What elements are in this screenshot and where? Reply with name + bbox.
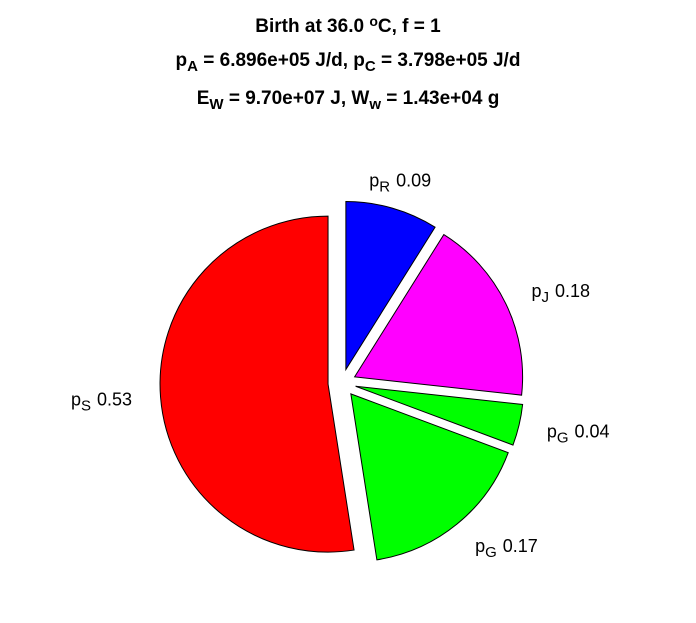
- chart-title: pA = 6.896e+05 J/d, pC = 3.798e+05 J/d: [176, 50, 521, 75]
- title-run: E: [197, 88, 210, 109]
- slice-label: pG 0.17: [475, 536, 538, 561]
- title-run: = 1.43e+04 g: [381, 88, 499, 109]
- chart-title: EW = 9.70e+07 J, Ww = 1.43e+04 g: [197, 88, 500, 113]
- label-sub: R: [379, 178, 390, 195]
- label-base: p: [532, 281, 542, 301]
- pie-slice: [159, 215, 355, 553]
- title-run: = 3.798e+05 J/d: [376, 50, 521, 71]
- title-run: o: [369, 13, 378, 29]
- label-base: p: [369, 171, 379, 191]
- chart-title: Birth at 36.0 oC, f = 1: [255, 13, 441, 37]
- label-sub: S: [81, 397, 91, 414]
- label-base: p: [475, 536, 485, 556]
- label-value: 0.18: [555, 281, 590, 301]
- title-run: W: [209, 96, 224, 113]
- pie-slice: [350, 393, 509, 561]
- label-value: 0.17: [503, 536, 538, 556]
- title-run: = 6.896e+05 J/d, p: [198, 50, 365, 71]
- title-run: C: [365, 58, 376, 75]
- title-run: = 9.70e+07 J, W: [224, 88, 370, 109]
- label-sub: J: [542, 289, 550, 306]
- slice-label: pS 0.53: [71, 389, 132, 414]
- label-base: p: [547, 422, 557, 442]
- slice-label: pJ 0.18: [532, 281, 591, 306]
- slice-label: pG 0.04: [547, 422, 610, 447]
- pie-slice: [355, 385, 524, 446]
- pie-slice: [353, 233, 524, 396]
- label-value: 0.09: [396, 171, 431, 191]
- label-base: p: [71, 389, 81, 409]
- label-sub: G: [485, 544, 497, 561]
- title-run: C, f = 1: [378, 16, 441, 37]
- label-sub: G: [557, 429, 569, 446]
- title-run: Birth at 36.0: [255, 16, 369, 37]
- slice-label: pR 0.09: [369, 171, 431, 196]
- pie-slice: [345, 201, 436, 372]
- title-run: w: [368, 96, 381, 113]
- title-run: A: [187, 58, 198, 75]
- title-run: p: [176, 50, 188, 71]
- label-value: 0.04: [575, 422, 610, 442]
- label-value: 0.53: [97, 389, 132, 409]
